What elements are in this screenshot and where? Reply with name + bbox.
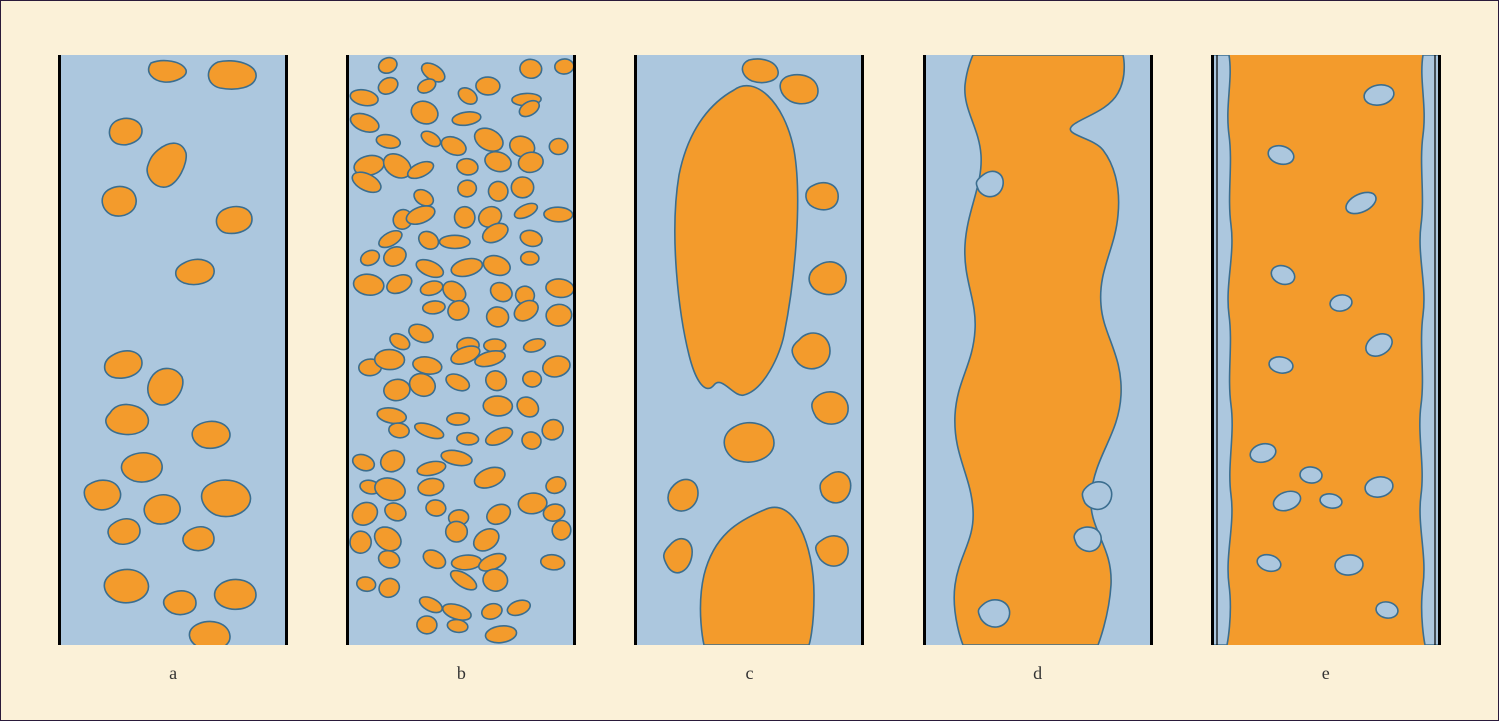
panel-label-a: a xyxy=(169,663,177,684)
figure-page: a b c d e xyxy=(0,0,1499,721)
panel-a: a xyxy=(58,55,288,684)
panel-label-c: c xyxy=(745,663,753,684)
panel-svg-c xyxy=(634,55,864,645)
panel-e: e xyxy=(1211,55,1441,684)
panels-row: a b c d e xyxy=(0,0,1499,721)
panel-label-b: b xyxy=(457,663,466,684)
panel-label-e: e xyxy=(1322,663,1330,684)
panel-svg-a xyxy=(58,55,288,645)
panel-svg-e xyxy=(1211,55,1441,645)
panel-d: d xyxy=(923,55,1153,684)
panel-svg-b xyxy=(346,55,576,645)
panel-label-d: d xyxy=(1033,663,1042,684)
panel-svg-d xyxy=(923,55,1153,645)
panel-c: c xyxy=(634,55,864,684)
panel-b: b xyxy=(346,55,576,684)
